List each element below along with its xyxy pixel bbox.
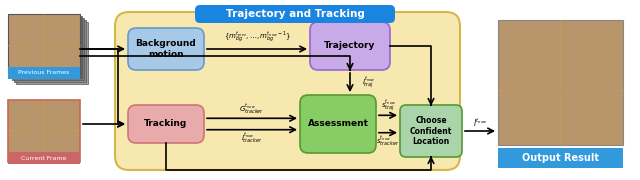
- Bar: [10, 16, 82, 78]
- FancyBboxPatch shape: [128, 28, 204, 70]
- Text: Background
motion: Background motion: [136, 39, 196, 59]
- FancyBboxPatch shape: [300, 95, 376, 153]
- FancyBboxPatch shape: [400, 105, 462, 157]
- Bar: [498, 148, 623, 168]
- Text: Assessment: Assessment: [307, 120, 369, 129]
- Text: Trajectory: Trajectory: [324, 42, 376, 51]
- Bar: [8, 14, 80, 76]
- Bar: [12, 18, 84, 80]
- Text: Trajectory and Tracking: Trajectory and Tracking: [225, 9, 364, 19]
- Text: Output Result: Output Result: [522, 153, 598, 163]
- Text: $s_{traj}^{t_{now}}$: $s_{traj}^{t_{now}}$: [381, 98, 396, 113]
- Bar: [498, 20, 623, 145]
- Text: $G_{tracker}^{t_{now}}$: $G_{tracker}^{t_{now}}$: [239, 102, 264, 116]
- Text: $\{m_{bg}^{t_{prev}},\ldots,m_{bg}^{t_{now}-1}\}$: $\{m_{bg}^{t_{prev}},\ldots,m_{bg}^{t_{n…: [223, 30, 291, 45]
- Text: $l^{t_{now}}$: $l^{t_{now}}$: [473, 117, 487, 129]
- Text: $l_{traj}^{t_{now}}$: $l_{traj}^{t_{now}}$: [362, 75, 376, 90]
- Text: Tracking: Tracking: [145, 120, 188, 129]
- Bar: [8, 67, 80, 79]
- FancyBboxPatch shape: [195, 5, 395, 23]
- FancyBboxPatch shape: [310, 22, 390, 70]
- Text: $s_{tracker}^{t_{now}}$: $s_{tracker}^{t_{now}}$: [376, 134, 400, 148]
- FancyBboxPatch shape: [128, 105, 204, 143]
- Bar: [8, 100, 80, 162]
- Text: Current Frame: Current Frame: [21, 156, 67, 161]
- Bar: [8, 152, 80, 164]
- Text: Choose
Confident
Location: Choose Confident Location: [410, 116, 452, 146]
- Text: Previous Frames: Previous Frames: [19, 71, 70, 75]
- Bar: [16, 22, 88, 84]
- Bar: [14, 20, 86, 82]
- FancyBboxPatch shape: [115, 12, 460, 170]
- Text: $l_{tracker}^{t_{now}}$: $l_{tracker}^{t_{now}}$: [241, 131, 263, 145]
- Bar: [8, 14, 80, 76]
